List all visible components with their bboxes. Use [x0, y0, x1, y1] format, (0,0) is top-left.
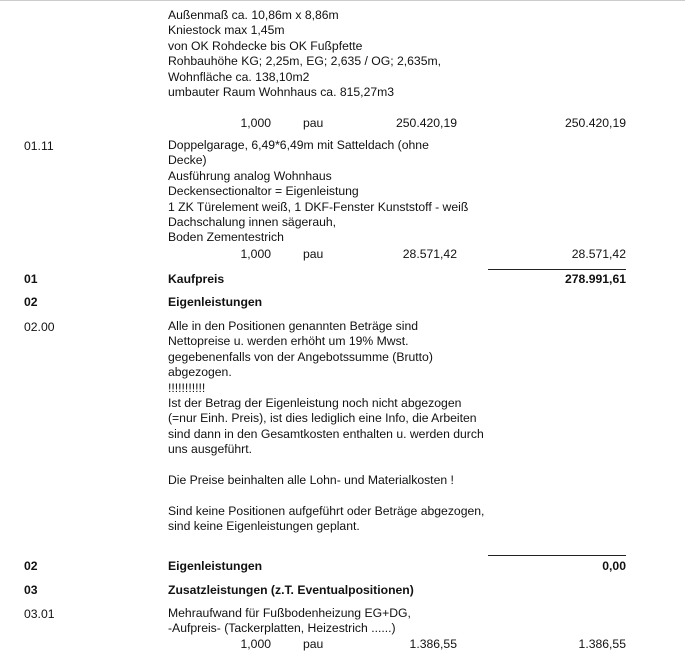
description-line: sind dann in den Gesamtkosten enthalten … — [168, 426, 484, 441]
description-line: Doppelgarage, 6,49*6,49m mit Satteldach … — [168, 138, 429, 152]
line-total: 250.420,19 — [565, 116, 626, 130]
description-line — [168, 488, 484, 503]
description-line: Nettopreise u. werden erhöht um 19% Mwst… — [168, 334, 409, 349]
item-price-row: 1,000 pau 28.571,42 28.571,42 — [0, 246, 685, 262]
description-line: Deckensectionaltor = Eigenleistung — [168, 184, 359, 199]
description-line: 1 ZK Türelement weiß, 1 DKF-Fenster Kuns… — [168, 199, 469, 214]
section-header-row: 03 Zusatzleistungen (z.T. Eventualpositi… — [0, 582, 685, 598]
page-top-border — [0, 0, 685, 1]
section-number: 02 — [24, 559, 38, 573]
description-line: Die Preise beinhalten alle Lohn- und Mat… — [168, 472, 454, 487]
description-line: Kniestock max 1,45m — [168, 23, 285, 38]
quantity: 1,000 — [240, 116, 272, 130]
description-line: Außenmaß ca. 10,86m x 8,86m — [168, 8, 339, 22]
unit-price: 1.386,55 — [409, 637, 457, 651]
description-line: Ausführung analog Wohnhaus — [168, 168, 332, 183]
position-number: 03.01 — [24, 607, 55, 621]
description-line: Rohbauhöhe KG; 2,25m, EG; 2,635 / OG; 2,… — [168, 54, 442, 69]
section-title: Eigenleistungen — [168, 559, 263, 573]
section-number: 02 — [24, 295, 38, 309]
quantity: 1,000 — [240, 247, 272, 261]
description-line: Wohnfläche ca. 138,10m2 — [168, 69, 310, 84]
unit-price: 250.420,19 — [396, 116, 457, 130]
line-total: 1.386,55 — [578, 637, 626, 651]
description-line: gegebenenfalls von der Angebotssumme (Br… — [168, 349, 433, 364]
section-title: Zusatzleistungen (z.T. Eventualpositione… — [168, 583, 414, 597]
section-total: 0,00 — [602, 559, 626, 573]
unit-price: 28.571,42 — [402, 247, 457, 261]
section-total-row: 01 Kaufpreis 278.991,61 — [0, 271, 685, 287]
item-description: Doppelgarage, 6,49*6,49m mit Satteldach … — [168, 138, 468, 246]
description-line: Ist der Betrag der Eigenleistung noch ni… — [168, 395, 462, 410]
item-price-row: 1,000 pau 250.420,19 250.420,19 — [0, 115, 685, 131]
description-line: -Aufpreis- (Tackerplatten, Heizestrich .… — [168, 621, 396, 636]
description-line: abgezogen. — [168, 365, 232, 380]
item-description: Alle in den Positionen genannten Beträge… — [168, 319, 484, 534]
position-number: 02.00 — [24, 320, 55, 334]
description-line: Mehraufwand für Fußbodenheizung EG+DG, — [168, 606, 411, 620]
description-line: sind keine Eigenleistungen geplant. — [168, 519, 360, 534]
description-line: Sind keine Positionen aufgeführt oder Be… — [168, 503, 485, 518]
section-title: Kaufpreis — [168, 272, 225, 286]
quantity: 1,000 — [240, 637, 272, 651]
line-total: 28.571,42 — [571, 247, 626, 261]
subtotal-rule — [488, 555, 626, 556]
item-description: Mehraufwand für Fußbodenheizung EG+DG, -A… — [168, 606, 411, 637]
unit: pau — [303, 637, 324, 651]
section-title: Eigenleistungen — [168, 295, 263, 309]
position-number: 01.11 — [24, 139, 54, 153]
section-number: 01 — [24, 272, 38, 286]
description-line: Dachschalung innen sägerauh, — [168, 215, 337, 230]
section-number: 03 — [24, 583, 38, 597]
description-line: uns ausgeführt. — [168, 442, 253, 457]
subtotal-rule — [488, 269, 626, 270]
description-line — [168, 458, 484, 473]
item-description: Außenmaß ca. 10,86m x 8,86m Kniestock max… — [168, 8, 441, 100]
description-line: Alle in den Positionen genannten Beträge… — [168, 319, 419, 333]
unit: pau — [303, 247, 324, 261]
description-line: (=nur Einh. Preis), ist dies lediglich e… — [168, 411, 477, 426]
section-header-row: 02 Eigenleistungen — [0, 294, 685, 310]
description-line: von OK Rohdecke bis OK Fußpfette — [168, 38, 363, 53]
section-total: 278.991,61 — [565, 272, 626, 286]
description-line: umbauter Raum Wohnhaus ca. 815,27m3 — [168, 85, 395, 100]
description-line: Decke) — [168, 153, 207, 168]
item-price-row: 1,000 pau 1.386,55 1.386,55 — [0, 636, 685, 652]
description-line: Boden Zementestrich — [168, 230, 284, 245]
section-total-row: 02 Eigenleistungen 0,00 — [0, 558, 685, 574]
unit: pau — [303, 116, 324, 130]
description-line: !!!!!!!!!!! — [168, 380, 206, 395]
